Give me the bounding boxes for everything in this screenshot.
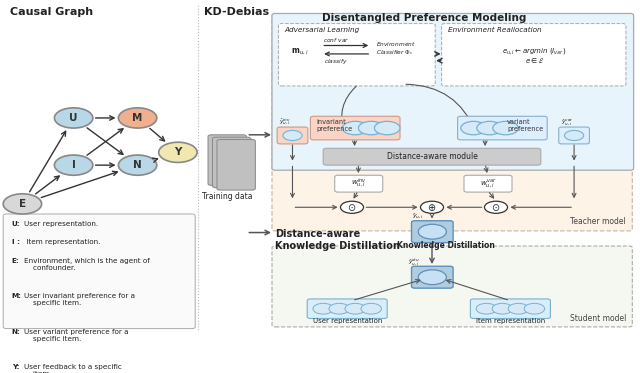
- Text: $\oplus$: $\oplus$: [428, 202, 436, 213]
- Circle shape: [283, 131, 302, 141]
- Circle shape: [313, 303, 333, 314]
- Text: N: N: [133, 160, 142, 170]
- FancyBboxPatch shape: [412, 221, 453, 243]
- Circle shape: [345, 303, 365, 314]
- Text: $\mathit{Environment}$: $\mathit{Environment}$: [376, 41, 416, 48]
- Circle shape: [493, 121, 518, 135]
- Circle shape: [492, 303, 513, 314]
- Circle shape: [329, 303, 349, 314]
- Text: Teacher model: Teacher model: [570, 217, 626, 226]
- Text: M: M: [132, 113, 143, 123]
- Text: User feedback to a specific
    item.: User feedback to a specific item.: [24, 364, 122, 373]
- Text: $\hat{y}^{inv}_{u,i}$: $\hat{y}^{inv}_{u,i}$: [279, 117, 291, 128]
- Text: variant
preference: variant preference: [507, 119, 543, 132]
- Text: Y:: Y:: [12, 364, 19, 370]
- FancyBboxPatch shape: [559, 127, 589, 144]
- Text: Disentangled Preference Modeling: Disentangled Preference Modeling: [322, 13, 526, 23]
- Text: $\mathbf{m}_{u,i}$: $\mathbf{m}_{u,i}$: [291, 47, 309, 57]
- Text: $\mathit{conf\ var}$: $\mathit{conf\ var}$: [323, 37, 349, 44]
- Circle shape: [361, 303, 381, 314]
- Text: $e \in \mathcal{E}$: $e \in \mathcal{E}$: [525, 56, 544, 65]
- Circle shape: [484, 201, 508, 213]
- Circle shape: [340, 201, 364, 213]
- Text: User invariant preference for a
    specific item.: User invariant preference for a specific…: [24, 293, 135, 306]
- FancyBboxPatch shape: [212, 137, 251, 188]
- Circle shape: [476, 303, 497, 314]
- FancyBboxPatch shape: [217, 140, 255, 190]
- FancyBboxPatch shape: [272, 13, 634, 170]
- Circle shape: [461, 121, 486, 135]
- Text: I: I: [72, 160, 76, 170]
- Text: Student model: Student model: [570, 314, 626, 323]
- Circle shape: [508, 303, 529, 314]
- FancyBboxPatch shape: [208, 135, 246, 185]
- FancyBboxPatch shape: [323, 148, 541, 165]
- Circle shape: [477, 121, 502, 135]
- Text: E:: E:: [12, 258, 19, 264]
- FancyBboxPatch shape: [464, 175, 512, 192]
- Circle shape: [419, 224, 447, 239]
- Circle shape: [118, 155, 157, 175]
- Circle shape: [419, 270, 447, 285]
- Text: Item representation.: Item representation.: [24, 239, 100, 245]
- Circle shape: [374, 121, 400, 135]
- FancyBboxPatch shape: [277, 127, 308, 144]
- Circle shape: [54, 155, 93, 175]
- Circle shape: [118, 108, 157, 128]
- Text: Knowledge Distillation: Knowledge Distillation: [397, 241, 495, 250]
- Text: User variant preference for a
    specific item.: User variant preference for a specific i…: [24, 329, 129, 342]
- Text: $\hat{y}^{var}_{u,i}$: $\hat{y}^{var}_{u,i}$: [561, 118, 573, 128]
- Text: I :: I :: [12, 239, 19, 245]
- FancyBboxPatch shape: [3, 214, 195, 329]
- Text: Adversarial Learning: Adversarial Learning: [285, 27, 360, 33]
- Text: invariant
preference: invariant preference: [316, 119, 353, 132]
- Circle shape: [420, 201, 444, 213]
- Text: Environment, which is the agent of
    confounder.: Environment, which is the agent of confo…: [24, 258, 150, 271]
- FancyBboxPatch shape: [272, 15, 632, 231]
- Text: $\odot$: $\odot$: [492, 202, 500, 213]
- Text: $\hat{y}^{stu}_{u,i}$: $\hat{y}^{stu}_{u,i}$: [408, 257, 420, 267]
- FancyBboxPatch shape: [307, 299, 387, 319]
- Text: Causal Graph: Causal Graph: [10, 7, 93, 17]
- Circle shape: [342, 121, 368, 135]
- Text: $\mathit{Classifier\ \Phi_c}$: $\mathit{Classifier\ \Phi_c}$: [376, 48, 414, 57]
- Text: $\mathit{classify}$: $\mathit{classify}$: [324, 57, 348, 66]
- FancyBboxPatch shape: [272, 246, 632, 327]
- FancyBboxPatch shape: [470, 299, 550, 319]
- FancyBboxPatch shape: [335, 175, 383, 192]
- Circle shape: [524, 303, 545, 314]
- Text: Distance-aware
Knowledge Distillation: Distance-aware Knowledge Distillation: [275, 229, 400, 251]
- FancyBboxPatch shape: [278, 23, 435, 86]
- Circle shape: [564, 131, 584, 141]
- FancyBboxPatch shape: [310, 116, 400, 140]
- Text: $w^{inv}_{u,i}$: $w^{inv}_{u,i}$: [351, 177, 367, 190]
- Text: Distance-aware module: Distance-aware module: [387, 152, 477, 161]
- Text: $\hat{y}_{u,i}$: $\hat{y}_{u,i}$: [412, 212, 424, 222]
- Text: Training data: Training data: [202, 192, 252, 201]
- Text: U:: U:: [12, 221, 20, 227]
- FancyBboxPatch shape: [458, 116, 547, 140]
- Text: Y: Y: [174, 147, 182, 157]
- Text: U: U: [69, 113, 78, 123]
- Text: $e_{u,i} \leftarrow \mathit{argmin}\ (I_{\mathit{var}})$: $e_{u,i} \leftarrow \mathit{argmin}\ (I_…: [502, 46, 566, 56]
- Text: KD-Debias: KD-Debias: [204, 7, 269, 17]
- Text: Environment Reallocation: Environment Reallocation: [448, 27, 541, 33]
- Text: N:: N:: [12, 329, 20, 335]
- Circle shape: [3, 194, 42, 214]
- Text: M:: M:: [12, 293, 22, 299]
- Text: Item representation: Item representation: [476, 318, 545, 324]
- Text: $w^{var}_{u,i}$: $w^{var}_{u,i}$: [479, 178, 497, 190]
- Text: E: E: [19, 199, 26, 209]
- Text: User representation.: User representation.: [24, 221, 99, 227]
- FancyBboxPatch shape: [412, 266, 453, 288]
- Circle shape: [159, 142, 197, 163]
- Circle shape: [358, 121, 384, 135]
- FancyBboxPatch shape: [442, 23, 626, 86]
- Text: $\odot$: $\odot$: [348, 202, 356, 213]
- Text: User representation: User representation: [312, 318, 382, 324]
- Circle shape: [54, 108, 93, 128]
